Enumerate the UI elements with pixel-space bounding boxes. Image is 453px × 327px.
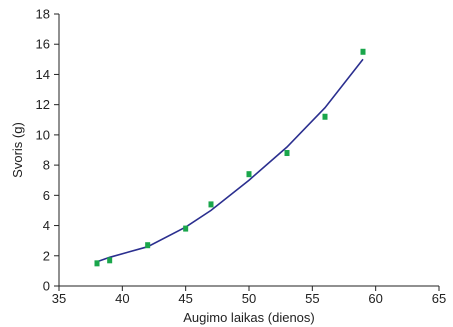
x-tick-label: 40: [115, 291, 129, 306]
scatter-point: [183, 225, 189, 232]
y-tick-label: 18: [36, 7, 50, 22]
y-tick-label: 16: [36, 37, 50, 52]
scatter-point: [322, 113, 328, 120]
y-tick-label: 0: [43, 279, 50, 294]
trend-line: [96, 58, 364, 263]
x-tick-label: 35: [52, 291, 66, 306]
y-tick-label: 12: [36, 97, 50, 112]
y-axis-label: Svoris (g): [10, 122, 25, 178]
x-axis-label: Augimo laikas (dienos): [183, 310, 315, 325]
x-tick-label: 65: [432, 291, 446, 306]
y-tick-label: 10: [36, 127, 50, 142]
y-tick-label: 14: [36, 67, 50, 82]
y-tick-label: 6: [43, 188, 50, 203]
y-tick-label: 2: [43, 248, 50, 263]
scatter-point: [208, 201, 214, 208]
x-tick-label: 50: [242, 291, 256, 306]
y-tick-label: 4: [43, 218, 50, 233]
scatter-point: [107, 257, 113, 264]
x-tick-label: 60: [368, 291, 382, 306]
y-axis-ticks: 0 2 4 6 8 10 12 14 16 18: [36, 7, 59, 294]
y-tick-label: 8: [43, 158, 50, 173]
scatter-point: [246, 171, 252, 178]
scatter-point: [145, 242, 151, 249]
x-tick-label: 55: [305, 291, 319, 306]
scatter-point: [94, 260, 100, 267]
scatter-point: [360, 48, 366, 55]
scatter-point: [284, 150, 290, 157]
x-axis-ticks: 35 40 45 50 55 60 65: [52, 286, 446, 306]
x-tick-label: 45: [178, 291, 192, 306]
data-marks: [94, 48, 366, 267]
